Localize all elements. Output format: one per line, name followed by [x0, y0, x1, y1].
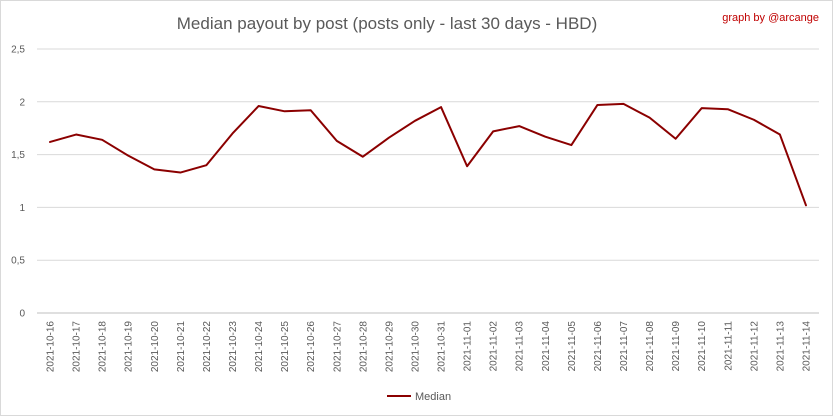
x-tick-label: 2021-10-20 [150, 321, 161, 373]
legend-label-median: Median [415, 391, 451, 403]
x-axis-ticks: 2021-10-16 2021-10-17 2021-10-18 2021-10-19… [46, 321, 813, 373]
x-tick-label: 2021-11-12 [749, 321, 760, 372]
y-tick-label: 2,5 [11, 45, 25, 56]
x-tick-label: 2021-10-22 [202, 321, 213, 373]
x-tick-label: 2021-10-23 [228, 321, 239, 373]
x-tick-label: 2021-10-16 [46, 321, 57, 373]
x-tick-label: 2021-10-17 [72, 321, 83, 373]
x-tick-label: 2021-10-31 [437, 321, 448, 373]
x-tick-label: 2021-10-29 [384, 321, 395, 373]
series-line-median [49, 102, 807, 207]
y-tick-label: 0,5 [11, 256, 25, 267]
x-tick-label: 2021-11-11 [723, 321, 734, 371]
x-tick-label: 2021-11-05 [567, 321, 578, 372]
y-tick-label: 1,5 [11, 150, 25, 161]
x-tick-label: 2021-10-28 [358, 321, 369, 373]
x-tick-label: 2021-10-21 [176, 321, 187, 373]
y-tick-label: 2 [19, 97, 25, 108]
series-layer [49, 102, 807, 207]
y-tick-label: 0 [19, 309, 25, 320]
x-tick-label: 2021-11-09 [671, 321, 682, 372]
x-tick-label: 2021-11-02 [489, 321, 500, 372]
x-tick-label: 2021-10-24 [254, 321, 265, 373]
x-tick-label: 2021-11-07 [619, 321, 630, 372]
x-tick-label: 2021-10-26 [306, 321, 317, 373]
y-tick-label: 1 [19, 203, 25, 214]
x-tick-label: 2021-11-14 [801, 321, 812, 372]
legend: Median [387, 391, 451, 403]
gridlines [37, 48, 819, 314]
x-tick-label: 2021-10-19 [124, 321, 135, 373]
x-tick-label: 2021-11-10 [697, 321, 708, 372]
x-tick-label: 2021-10-30 [410, 321, 421, 373]
chart-title: Median payout by post (posts only - last… [177, 14, 597, 33]
x-tick-label: 2021-10-27 [332, 321, 343, 373]
x-tick-label: 2021-11-01 [463, 321, 474, 372]
x-tick-label: 2021-11-04 [541, 321, 552, 372]
x-tick-label: 2021-10-18 [98, 321, 109, 373]
x-tick-label: 2021-10-25 [280, 321, 291, 373]
x-tick-label: 2021-11-13 [775, 321, 786, 372]
x-tick-label: 2021-11-03 [515, 321, 526, 372]
y-axis-ticks: 0 0,5 1 1,5 2 2,5 [11, 45, 25, 320]
x-tick-label: 2021-11-08 [645, 321, 656, 372]
chart-credit: graph by @arcange [722, 12, 819, 24]
x-tick-label: 2021-11-06 [593, 321, 604, 372]
